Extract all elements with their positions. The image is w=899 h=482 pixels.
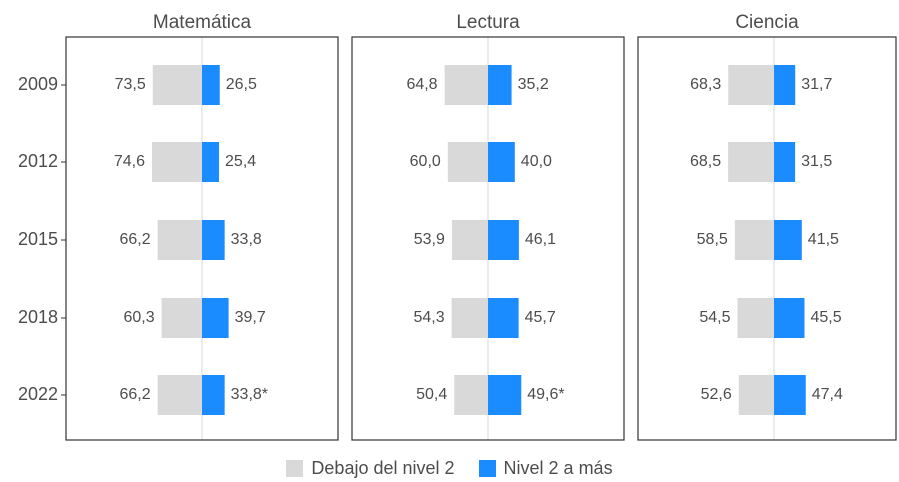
bar-below-ciencia-2022 [738, 375, 774, 415]
y-tick-label-2018: 2018 [18, 307, 58, 327]
bar-above-matematica-2009 [202, 65, 220, 105]
panel-border-lectura [351, 36, 625, 441]
value-label-below-ciencia-2022: 52,6 [701, 386, 732, 403]
bar-below-matematica-2022 [157, 375, 202, 415]
bar-above-ciencia-2015 [774, 220, 802, 260]
facet-title-matematica: Matemática [153, 12, 252, 33]
value-label-below-lectura-2022: 50,4 [416, 386, 447, 403]
bar-below-lectura-2018 [451, 298, 488, 338]
value-label-below-matematica-2009: 73,5 [115, 76, 146, 93]
value-label-below-lectura-2018: 54,3 [413, 309, 444, 326]
value-label-below-ciencia-2018: 54,5 [699, 309, 730, 326]
bar-below-matematica-2012 [152, 142, 202, 182]
value-label-below-ciencia-2009: 68,3 [690, 76, 721, 93]
bar-above-matematica-2018 [202, 298, 229, 338]
legend-swatch-below [286, 459, 304, 477]
value-label-below-matematica-2018: 60,3 [123, 309, 154, 326]
value-label-below-matematica-2022: 66,2 [120, 386, 151, 403]
panel-border-ciencia [637, 36, 897, 441]
y-tick-label-2012: 2012 [18, 151, 58, 171]
value-label-above-matematica-2015: 33,8 [231, 231, 262, 248]
bar-above-lectura-2012 [488, 142, 515, 182]
value-label-above-ciencia-2015: 41,5 [808, 231, 839, 248]
panel-border-matematica [65, 36, 339, 441]
bar-below-lectura-2015 [451, 220, 488, 260]
value-label-below-matematica-2012: 74,6 [114, 153, 145, 170]
bar-above-ciencia-2012 [774, 142, 796, 182]
y-tick-label-2022: 2022 [18, 384, 58, 404]
bar-above-ciencia-2009 [774, 65, 796, 105]
legend-label-above: Nivel 2 a más [503, 457, 613, 478]
bar-above-lectura-2009 [488, 65, 512, 105]
value-label-below-lectura-2015: 53,9 [414, 231, 445, 248]
bar-below-ciencia-2009 [728, 65, 774, 105]
bar-below-matematica-2009 [152, 65, 202, 105]
legend-item-above: Nivel 2 a más [478, 457, 613, 479]
bar-below-lectura-2022 [454, 375, 488, 415]
value-label-above-lectura-2012: 40,0 [521, 153, 552, 170]
value-label-below-matematica-2015: 66,2 [120, 231, 151, 248]
legend-swatch-above [478, 459, 496, 477]
value-label-above-matematica-2009: 26,5 [226, 76, 257, 93]
value-label-above-ciencia-2009: 31,7 [801, 76, 832, 93]
bar-above-matematica-2012 [202, 142, 220, 182]
value-label-above-matematica-2012: 25,4 [225, 153, 256, 170]
bar-above-ciencia-2022 [774, 375, 806, 415]
value-label-above-lectura-2022: 49,6* [527, 386, 564, 403]
bar-above-lectura-2015 [488, 220, 519, 260]
value-label-above-lectura-2018: 45,7 [525, 309, 556, 326]
bar-above-lectura-2022 [488, 375, 522, 415]
value-label-below-lectura-2009: 64,8 [406, 76, 437, 93]
value-label-above-lectura-2015: 46,1 [525, 231, 556, 248]
legend: Debajo del nivel 2 Nivel 2 a más [0, 454, 899, 482]
legend-label-below: Debajo del nivel 2 [311, 457, 455, 478]
bar-below-ciencia-2018 [737, 298, 774, 338]
legend-item-below: Debajo del nivel 2 [286, 457, 455, 479]
value-label-below-lectura-2012: 60,0 [410, 153, 441, 170]
bar-above-lectura-2018 [488, 298, 519, 338]
bar-below-ciencia-2015 [734, 220, 774, 260]
bar-above-matematica-2015 [202, 220, 225, 260]
bar-below-lectura-2009 [444, 65, 488, 105]
facet-title-ciencia: Ciencia [735, 12, 799, 33]
bar-above-matematica-2022 [202, 375, 225, 415]
value-label-below-ciencia-2012: 68,5 [690, 153, 721, 170]
value-label-above-ciencia-2018: 45,5 [810, 309, 841, 326]
bar-below-ciencia-2012 [728, 142, 774, 182]
value-label-above-matematica-2022: 33,8* [231, 386, 268, 403]
facet-title-lectura: Lectura [456, 12, 520, 33]
y-tick-label-2009: 2009 [18, 74, 58, 94]
y-tick-label-2015: 2015 [18, 229, 58, 249]
bar-above-ciencia-2018 [774, 298, 805, 338]
value-label-above-ciencia-2022: 47,4 [812, 386, 843, 403]
bar-below-matematica-2015 [157, 220, 202, 260]
value-label-above-ciencia-2012: 31,5 [801, 153, 832, 170]
value-label-above-lectura-2009: 35,2 [518, 76, 549, 93]
value-label-above-matematica-2018: 39,7 [235, 309, 266, 326]
value-label-below-ciencia-2015: 58,5 [697, 231, 728, 248]
bar-below-matematica-2018 [161, 298, 202, 338]
bar-below-lectura-2012 [447, 142, 488, 182]
